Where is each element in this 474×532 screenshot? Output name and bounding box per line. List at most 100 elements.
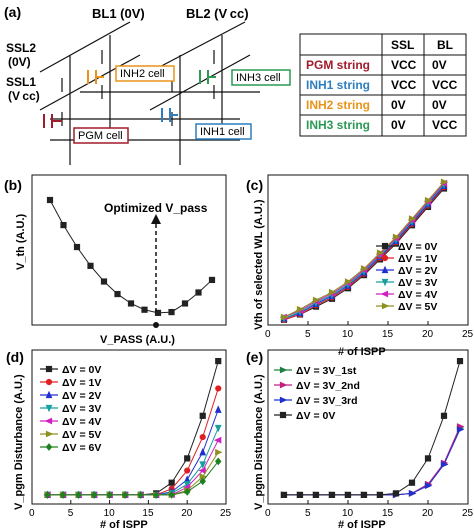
data-point — [296, 491, 304, 498]
table-row-label: INH1 string — [306, 78, 370, 92]
pgm-cell-transistor — [43, 114, 62, 128]
panel-e-label: (e) — [246, 349, 263, 365]
data-point — [440, 461, 449, 468]
inh3-cell-transistor — [199, 70, 216, 84]
table-row-label: PGM string — [306, 58, 370, 72]
data-point — [279, 411, 287, 419]
x-tick-label: 10 — [342, 329, 354, 340]
data-point — [312, 491, 320, 498]
data-point — [45, 404, 53, 413]
cell-label-inh3-text: INH3 cell — [236, 72, 281, 84]
cell-label-inh1: INH1 cell — [195, 123, 252, 140]
panel-c-frame — [267, 174, 469, 326]
panel-a-label: (a) — [4, 4, 21, 20]
panel-b-label: (b) — [4, 177, 22, 193]
x-tick-label: 25 — [220, 508, 232, 519]
table-row-label: INH2 string — [306, 98, 370, 112]
table-cell-ssl: VCC — [391, 78, 417, 92]
data-point — [215, 448, 223, 456]
panel-d-frame — [31, 349, 227, 505]
data-point — [408, 479, 416, 486]
data-point — [381, 242, 389, 250]
cell-label-inh1-text: INH1 cell — [200, 126, 245, 138]
data-point — [45, 390, 53, 399]
panel-d-ylabel: V_pgm Disturbance (A.U.) — [13, 374, 25, 510]
data-point — [279, 366, 288, 374]
legend-label: ΔV = 1V — [62, 377, 101, 389]
data-point — [199, 461, 207, 469]
data-point — [312, 296, 321, 304]
legend-label: ΔV = 2V — [62, 390, 101, 402]
x-tick-label: 20 — [422, 508, 434, 519]
data-point — [90, 490, 98, 499]
data-point — [360, 491, 368, 498]
data-point — [168, 479, 175, 486]
table-cell-bl: VCC — [432, 118, 458, 132]
nand-circuit-schematic — [39, 21, 260, 165]
data-point — [279, 381, 288, 389]
panel-c-label: (c) — [246, 177, 263, 193]
data-point — [215, 385, 222, 392]
panel-c-ylabel: Vth of selected WL (A.U.) — [253, 199, 265, 330]
series-line — [47, 461, 219, 496]
panel-e-ylabel: V_pgm Disturbance (A.U.) — [253, 374, 265, 510]
data-point — [456, 426, 465, 433]
data-point — [199, 412, 206, 419]
data-point — [208, 276, 216, 284]
data-point — [279, 396, 288, 404]
ssl2-voltage: (0V) — [8, 55, 31, 69]
data-point — [381, 265, 389, 274]
data-point — [106, 490, 113, 499]
panel-b-frame — [31, 174, 227, 326]
legend-label: ΔV = 4V — [398, 289, 437, 301]
x-tick-label: 5 — [305, 329, 311, 340]
data-point — [114, 290, 121, 298]
bl1-label: BL1 (0V) — [92, 6, 145, 21]
data-point — [195, 289, 202, 296]
data-point — [75, 490, 82, 499]
data-point — [100, 278, 108, 285]
data-point — [381, 278, 389, 287]
data-point — [214, 457, 222, 466]
legend-label: ΔV = 5V — [62, 429, 101, 441]
data-point — [456, 357, 464, 365]
x-tick-label: 0 — [265, 329, 271, 340]
legend-label: ΔV = 2V — [398, 265, 437, 277]
data-point — [424, 196, 433, 204]
cell-label-pgm: PGM cell — [73, 127, 129, 144]
series-line — [284, 426, 461, 496]
panel-b: (b) Optimized V_pass V_PASS (A.U.) V_th … — [4, 174, 227, 346]
data-point — [87, 262, 94, 269]
data-point — [45, 430, 54, 438]
ssl1-label: SSL1 — [6, 75, 36, 89]
x-tick-label: 15 — [142, 508, 154, 519]
legend-label: ΔV = 3V_3rd — [296, 395, 358, 407]
legend-label: ΔV = 3V — [398, 277, 437, 289]
data-point — [183, 481, 191, 489]
data-point — [44, 490, 51, 499]
x-tick-label: 15 — [382, 508, 394, 519]
legend-label: ΔV = 0V — [296, 410, 335, 422]
x-tick-label: 0 — [265, 508, 271, 519]
x-tick-label: 10 — [342, 508, 354, 519]
data-point — [376, 491, 384, 498]
table-cell-ssl: VCC — [391, 58, 417, 72]
legend-label: ΔV = 3V_1st — [296, 365, 357, 377]
series-line — [284, 427, 461, 496]
legend-label: ΔV = 3V_2nd — [296, 380, 360, 392]
x-tick-label: 20 — [181, 508, 193, 519]
data-point — [408, 489, 417, 497]
x-tick-label: 25 — [462, 508, 474, 519]
legend-label: ΔV = 1V — [398, 253, 437, 265]
data-point — [45, 365, 53, 373]
data-point — [141, 306, 148, 313]
data-point — [184, 467, 191, 474]
x-tick-label: 15 — [382, 329, 394, 340]
data-point — [376, 249, 385, 257]
panel-e: (e) 0 5 10 15 20 25 ΔV = 3V_1st ΔV = 3V_2nd ΔV =… — [246, 349, 474, 531]
x-tick-label: 5 — [305, 508, 311, 519]
data-point — [424, 482, 433, 490]
legend-label: ΔV = 5V — [398, 301, 437, 313]
